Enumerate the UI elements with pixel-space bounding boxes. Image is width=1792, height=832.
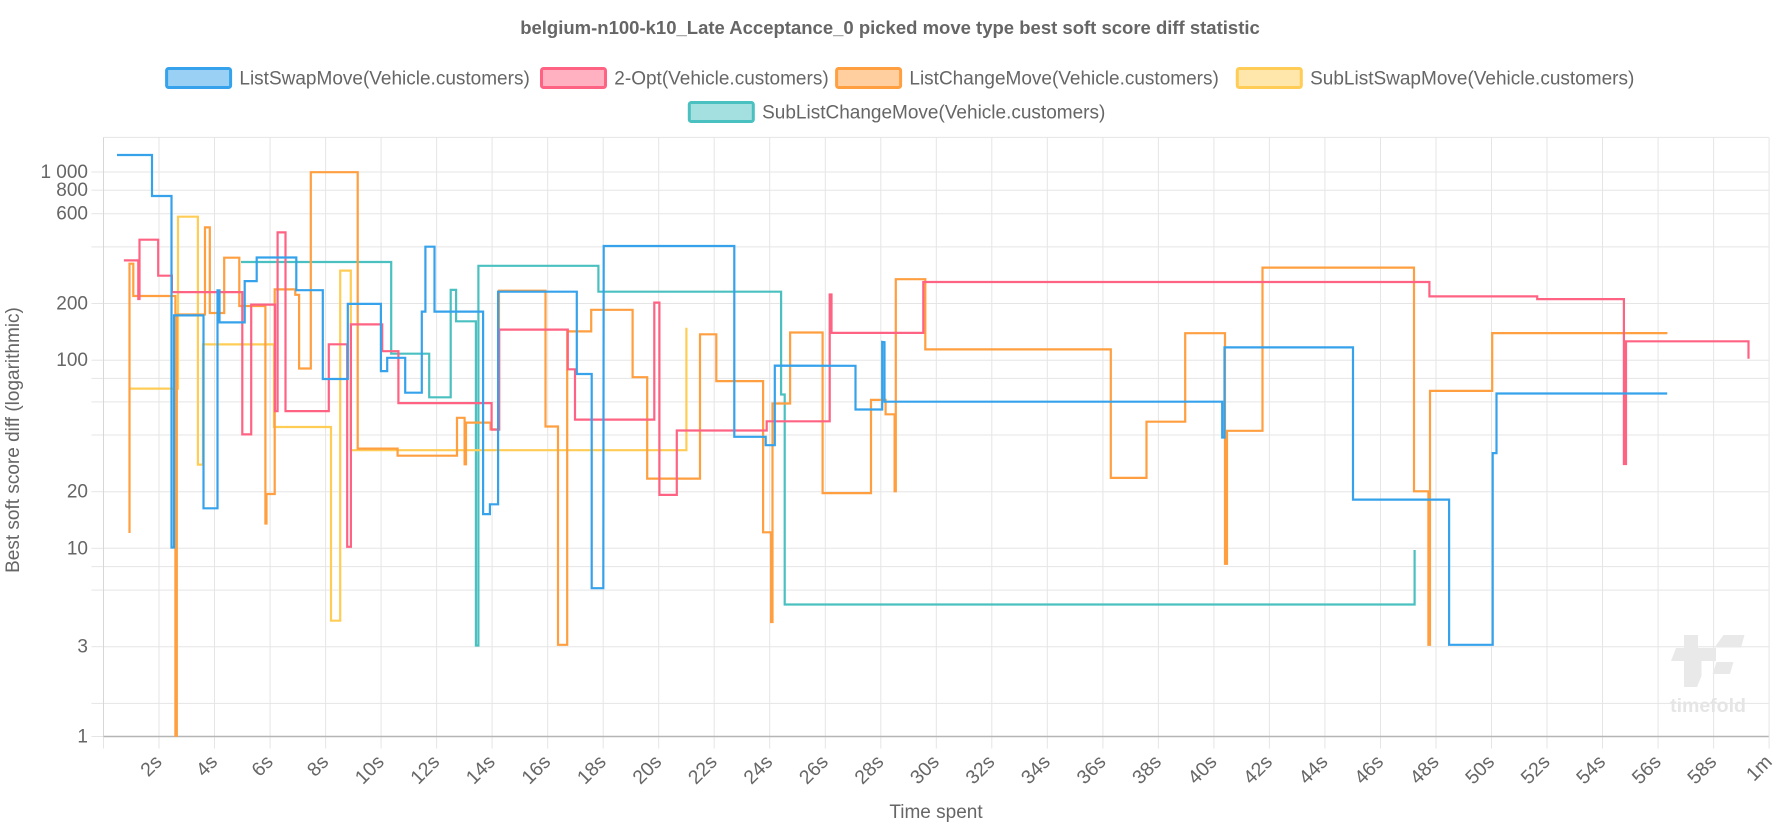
svg-text:Best soft score diff (logarith: Best soft score diff (logarithmic) — [3, 307, 24, 573]
svg-text:1: 1 — [77, 727, 88, 748]
svg-text:600: 600 — [56, 204, 88, 225]
svg-text:20: 20 — [67, 482, 88, 503]
svg-text:200: 200 — [56, 294, 88, 315]
svg-text:1 000: 1 000 — [40, 162, 88, 183]
svg-text:3: 3 — [77, 637, 88, 658]
svg-text:belgium-n100-k10_Late Acceptan: belgium-n100-k10_Late Acceptance_0 picke… — [520, 17, 1260, 38]
svg-text:2-Opt(Vehicle.customers): 2-Opt(Vehicle.customers) — [614, 69, 828, 90]
svg-text:10: 10 — [67, 538, 88, 559]
svg-text:SubListChangeMove(Vehicle.cust: SubListChangeMove(Vehicle.customers) — [762, 103, 1105, 124]
svg-text:100: 100 — [56, 350, 88, 371]
svg-text:timefold: timefold — [1670, 695, 1746, 717]
svg-text:Time spent: Time spent — [889, 802, 983, 823]
svg-text:ListSwapMove(Vehicle.customers: ListSwapMove(Vehicle.customers) — [239, 69, 529, 90]
svg-text:800: 800 — [56, 180, 88, 201]
svg-text:ListChangeMove(Vehicle.custome: ListChangeMove(Vehicle.customers) — [909, 69, 1218, 90]
svg-text:SubListSwapMove(Vehicle.custom: SubListSwapMove(Vehicle.customers) — [1310, 69, 1634, 90]
